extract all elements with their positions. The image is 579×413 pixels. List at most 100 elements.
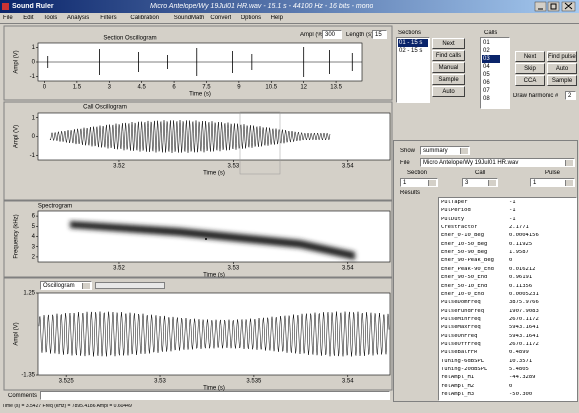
x-tick-label: 3.535 (246, 379, 262, 385)
y-tick-label: 0 (32, 134, 36, 140)
call-item[interactable]: 04 (482, 63, 500, 71)
menu-item[interactable]: Analysis (67, 15, 89, 21)
result-value: 3875.9766 (509, 300, 539, 306)
section-item[interactable]: 01 - 15 s (398, 39, 428, 47)
result-value: -1 (509, 217, 516, 223)
result-value: 0.0005231 (509, 292, 539, 298)
show-select[interactable]: summary (420, 146, 470, 155)
result-value: -1 (509, 200, 516, 206)
call-button[interactable]: Skip (515, 63, 545, 74)
result-value: 0 (509, 258, 512, 264)
menu-item[interactable]: Calibration (130, 15, 159, 21)
length-label: Length (s) (346, 32, 373, 38)
result-name: relAmpl_H3 (441, 392, 474, 398)
call-item[interactable]: 01 (482, 39, 500, 47)
menu-item[interactable]: Filters (100, 15, 116, 21)
result-name: Ener_10-0_End (441, 292, 484, 298)
call-item[interactable]: 02 (482, 47, 500, 55)
menu-item[interactable]: Convert (210, 15, 231, 21)
minimize-button[interactable] (535, 2, 546, 11)
ampl-input[interactable]: 300 (322, 30, 342, 39)
sections-label: Sections (398, 30, 421, 36)
result-name: PulseMaxFreq (441, 325, 481, 331)
result-name: Tuning-6dBSPL (441, 359, 484, 365)
status-bar: Time (s) = 3.5427 Freq (kHz) = 7895.4186… (2, 404, 132, 409)
result-value: 1.9587 (509, 250, 529, 256)
result-name: PulTaper (441, 200, 468, 206)
result-value: 5943.1641 (509, 334, 539, 340)
result-name: PulseBalFFR (441, 350, 477, 356)
app-name: Sound Ruler (12, 3, 54, 10)
result-value: 0.11356 (509, 284, 532, 290)
result-value: -50.300 (509, 392, 532, 398)
y-tick-label: -1.35 (21, 373, 35, 379)
pulse-select[interactable]: 1 (530, 178, 575, 187)
harmonic-label: Draw harmonic # (513, 93, 558, 99)
comments-input[interactable] (40, 391, 390, 400)
result-value: 5943.1641 (509, 325, 539, 331)
section-button[interactable]: Manual (432, 62, 465, 73)
section-item[interactable]: 02 - 15 s (398, 47, 428, 55)
x-tick-label: 6 (172, 85, 176, 91)
result-name: PulDuty (441, 217, 464, 223)
section-button[interactable]: Next (432, 38, 465, 49)
x-tick-label: 3.52 (113, 164, 125, 170)
menu-item[interactable]: Options (241, 15, 262, 21)
x-tick-label: 4.5 (138, 85, 147, 91)
y-axis-label: Ampl (V) (14, 50, 20, 73)
y-tick-label: 5 (32, 224, 36, 230)
menu-item[interactable]: File (3, 15, 13, 21)
menu-item[interactable]: Help (271, 15, 283, 21)
comments-label: Comments (8, 393, 37, 399)
scrollbar[interactable] (95, 282, 165, 289)
menu-item[interactable]: SoundMath (174, 15, 205, 21)
call-item[interactable]: 03 (482, 55, 500, 63)
result-name: PulseMinFreq (441, 317, 481, 323)
call-item[interactable]: 05 (482, 71, 500, 79)
result-name: Ener_10-50_Beg (441, 242, 487, 248)
call-button[interactable]: Sample (547, 75, 577, 86)
app-icon (2, 3, 9, 10)
file-label: File (400, 160, 410, 166)
x-tick-label: 3.54 (342, 164, 354, 170)
call-button[interactable]: Next (515, 51, 545, 62)
result-name: CrestFactor (441, 225, 477, 231)
section-button[interactable]: Sample (432, 74, 465, 85)
menu-item[interactable]: Tools (43, 15, 57, 21)
result-value: 2670.1172 (509, 317, 539, 323)
x-tick-label: 9 (237, 85, 241, 91)
call-button[interactable]: CCA (515, 75, 545, 86)
call-item[interactable]: 07 (482, 87, 500, 95)
y-tick-label: 1 (32, 45, 36, 51)
plot-title: Section Oscillogram (103, 36, 156, 42)
length-input[interactable]: 15 (372, 30, 387, 39)
x-tick-label: 3.53 (228, 164, 240, 170)
file-select[interactable]: Micro Antelope/Wy 19Jul01 HR.wav (420, 158, 575, 167)
result-name: Ener_50-90_Beg (441, 250, 487, 256)
section-select[interactable]: 1 (400, 178, 438, 187)
result-value: 0.96191 (509, 275, 532, 281)
calls-label: Calls (484, 30, 497, 36)
call-button[interactable]: Auto (547, 63, 577, 74)
window-title: Micro Antelope/Wy 19Jul01 HR.wav - 15.1 … (150, 3, 373, 10)
result-name: PulseFundFreq (441, 309, 484, 315)
maximize-button[interactable] (548, 2, 559, 11)
call-button[interactable]: Find pulses (547, 51, 577, 62)
menu-item[interactable]: Edit (23, 15, 33, 21)
result-value: 0.016212 (509, 267, 536, 273)
section-button[interactable]: Find calls (432, 50, 465, 61)
result-value: 0.0004156 (509, 233, 539, 239)
result-value: 2.1771 (509, 225, 529, 231)
call-item[interactable]: 08 (482, 95, 500, 103)
call-select[interactable]: 3 (462, 178, 498, 187)
section-button[interactable]: Auto (432, 86, 465, 97)
y-tick-label: 1.25 (23, 291, 35, 297)
y-tick-label: 4 (32, 234, 36, 240)
x-tick-label: 3 (108, 85, 112, 91)
call-item[interactable]: 06 (482, 79, 500, 87)
oscillogram-selector[interactable]: Oscillogram (40, 281, 92, 290)
result-name: Ener_Peak-90_End (441, 267, 494, 273)
harmonic-input[interactable]: 2 (565, 91, 576, 100)
